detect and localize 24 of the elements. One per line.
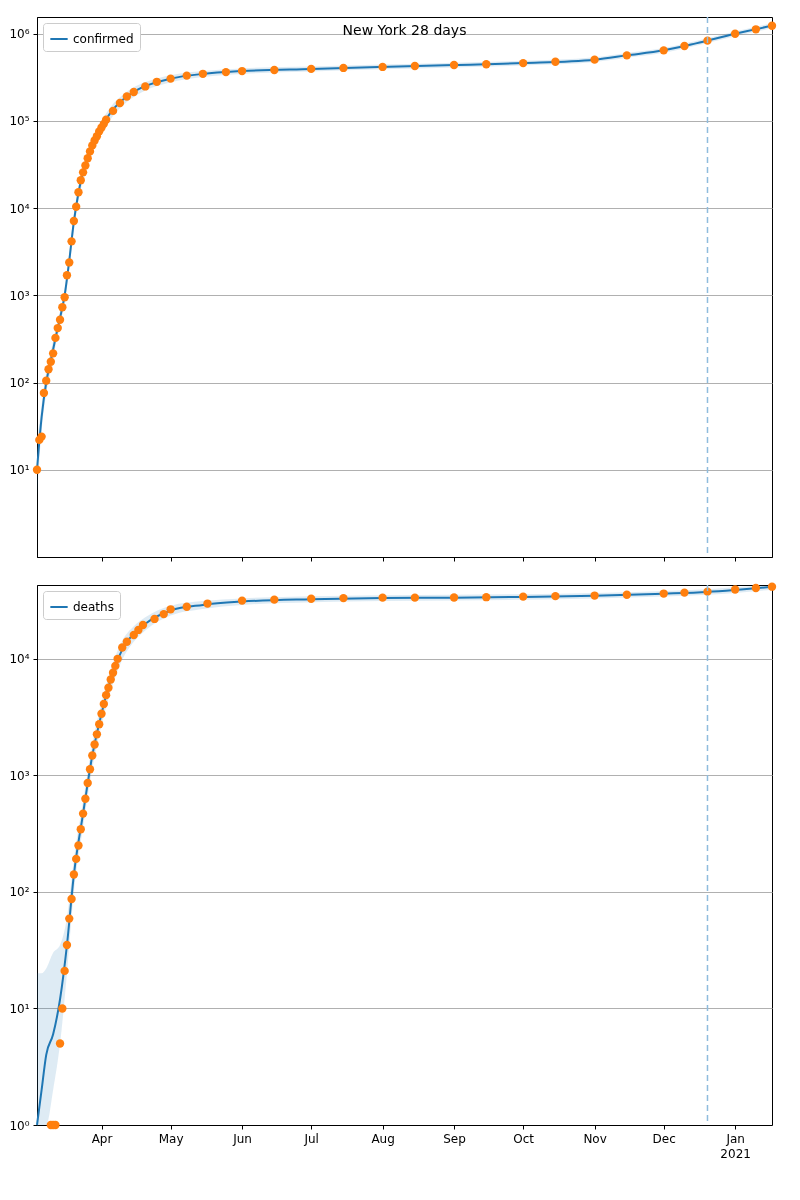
x-tick-label: Jan 2021 — [720, 1131, 751, 1161]
y-tick-label: 10⁴ — [9, 652, 30, 667]
y-tick-label: 10⁵ — [9, 114, 30, 129]
x-tick-label: Jul — [303, 1131, 319, 1146]
y-tick-label: 10¹ — [9, 1001, 30, 1016]
x-tick-label: Sep — [443, 1131, 466, 1146]
x-tick-label: Oct — [513, 1131, 535, 1146]
x-tick-label: Aug — [371, 1131, 395, 1146]
x-tick-label: Dec — [652, 1131, 676, 1146]
legend-label: confirmed — [73, 32, 134, 46]
x-tick-label: Jun — [232, 1131, 252, 1146]
x-tick-label: May — [158, 1131, 184, 1146]
y-tick-label: 10³ — [9, 768, 30, 783]
y-tick-label: 10⁴ — [9, 201, 30, 216]
legend-label: deaths — [73, 600, 114, 614]
y-tick-label: 10³ — [9, 288, 30, 303]
chart-title: New York 28 days — [342, 22, 467, 39]
y-tick-label: 10⁰ — [9, 1118, 30, 1133]
y-tick-label: 10² — [9, 885, 30, 900]
y-tick-label: 10¹ — [9, 463, 30, 478]
x-tick-label: Nov — [583, 1131, 607, 1146]
y-tick-label: 10² — [9, 376, 30, 391]
y-tick-label: 10⁶ — [9, 27, 30, 42]
x-tick-label: Apr — [91, 1131, 113, 1146]
